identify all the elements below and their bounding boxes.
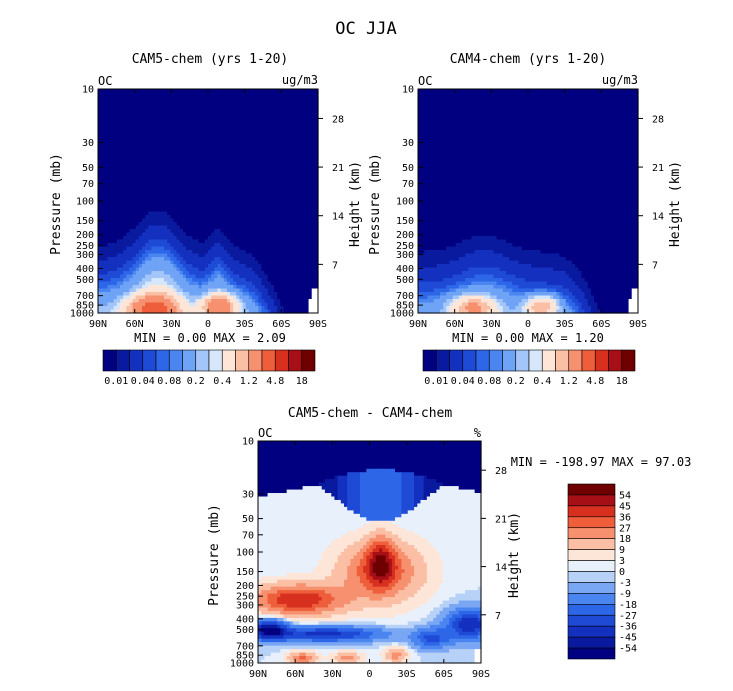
colorbar-box: [130, 350, 143, 371]
y-axis-label: Pressure (mb): [368, 153, 383, 255]
colorbar-label: 0.2: [187, 376, 205, 387]
contour-field: [98, 89, 319, 314]
y-axis-label: Pressure (mb): [49, 153, 64, 255]
colorbar-label: 1.2: [240, 376, 258, 387]
panel-cam5: CAM5-chem (yrs 1-20) OC ug/m3 Pressure (…: [49, 52, 363, 387]
main-title: OC JJA: [335, 19, 396, 39]
x-tick-label: 0: [205, 319, 211, 330]
colorbar-label: 4.8: [266, 376, 284, 387]
colorbar-box: [249, 350, 262, 371]
colorbar-label: 0.01: [104, 376, 128, 387]
y2-axis-label: Height (km): [668, 161, 683, 247]
y2-tick-label: 7: [332, 260, 338, 271]
colorbar-box: [169, 350, 182, 371]
colorbar-box: [222, 350, 235, 371]
min-max-text: MIN = 0.00 MAX = 1.20: [452, 331, 604, 345]
panel-title: CAM5-chem (yrs 1-20): [132, 52, 289, 67]
colorbar-box: [183, 350, 196, 371]
colorbar-box: [209, 350, 222, 371]
colorbar-box: [156, 350, 169, 371]
contour-field: [418, 89, 639, 314]
panel-left-label: OC: [418, 74, 432, 88]
panel-right-label: ug/m3: [282, 73, 318, 87]
colorbar-box: [116, 350, 129, 371]
y-tick-label: 400: [76, 264, 94, 275]
colorbar-box: [196, 350, 209, 371]
colorbar-box: [143, 350, 156, 371]
colorbar-label: 0.4: [213, 376, 231, 387]
x-tick-label: 30S: [236, 319, 254, 330]
y-tick-label: 10: [82, 85, 94, 96]
y-tick-label: 30: [82, 138, 94, 149]
colorbar-box: [302, 350, 315, 371]
panel-left-label: OC: [98, 74, 112, 88]
y-tick-label: 200: [76, 230, 94, 241]
x-tick-label: 90S: [309, 319, 327, 330]
y-tick-label: 50: [82, 163, 94, 174]
x-tick-label: 30N: [162, 319, 180, 330]
panel-right-label: ug/m3: [602, 73, 638, 87]
y-tick-label: 300: [76, 250, 94, 261]
y-tick-label: 500: [76, 275, 94, 286]
y2-tick-label: 28: [332, 114, 344, 125]
y2-tick-label: 21: [332, 163, 344, 174]
y2-tick-label: 14: [332, 212, 344, 223]
y-tick-label: 70: [82, 179, 94, 190]
colorbar-box: [275, 350, 288, 371]
colorbar-box: [289, 350, 302, 371]
min-max-text: MIN = 0.00 MAX = 2.09: [134, 331, 286, 345]
colorbar-label: 18: [296, 376, 308, 387]
y-tick-label: 1000: [70, 309, 94, 320]
colorbar-box: [103, 350, 116, 371]
x-tick-label: 60S: [272, 319, 290, 330]
x-tick-label: 90N: [89, 319, 107, 330]
colorbar-label: 0.08: [157, 376, 181, 387]
panel-cam4: CAM4-chem (yrs 1-20) OC ug/m3 Pressure (…: [368, 52, 683, 387]
colorbar-box: [262, 350, 275, 371]
y-tick-label: 150: [76, 216, 94, 227]
y2-axis-label: Height (km): [348, 161, 363, 247]
panel-title: CAM4-chem (yrs 1-20): [450, 52, 607, 67]
x-tick-label: 60N: [126, 319, 144, 330]
colorbar-box: [236, 350, 249, 371]
y-tick-label: 100: [76, 197, 94, 208]
colorbar-label: 0.04: [131, 376, 155, 387]
